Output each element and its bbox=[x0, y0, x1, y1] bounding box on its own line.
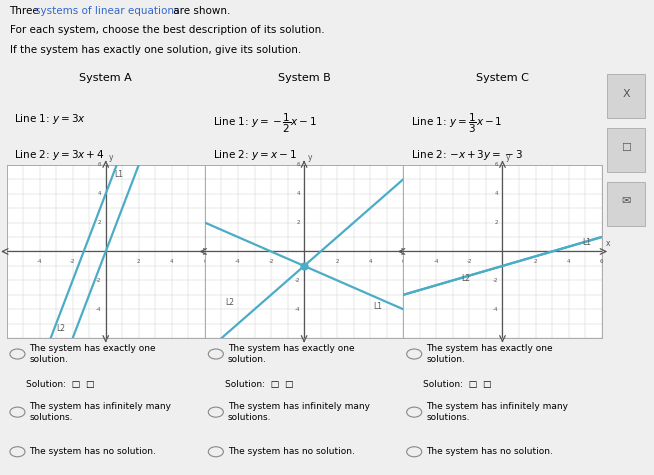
Text: 4: 4 bbox=[170, 259, 173, 264]
FancyBboxPatch shape bbox=[607, 74, 645, 118]
Text: Solution:  □  □: Solution: □ □ bbox=[225, 380, 293, 389]
Text: The system has exactly one
solution.: The system has exactly one solution. bbox=[228, 344, 354, 364]
Text: 6: 6 bbox=[600, 259, 604, 264]
Text: -4: -4 bbox=[493, 307, 498, 312]
Text: -4: -4 bbox=[96, 307, 101, 312]
Text: X: X bbox=[623, 89, 630, 99]
Text: 2: 2 bbox=[495, 220, 498, 225]
Text: -4: -4 bbox=[434, 259, 439, 264]
Text: Solution:  □  □: Solution: □ □ bbox=[423, 380, 492, 389]
Text: -4: -4 bbox=[294, 307, 300, 312]
Text: 2: 2 bbox=[336, 259, 339, 264]
Text: -2: -2 bbox=[70, 259, 75, 264]
Text: y: y bbox=[109, 153, 114, 162]
FancyBboxPatch shape bbox=[607, 128, 645, 171]
Text: L2: L2 bbox=[225, 297, 233, 306]
Text: Line 1: $y=\dfrac{1}{3}x-1$: Line 1: $y=\dfrac{1}{3}x-1$ bbox=[411, 112, 503, 135]
Text: 4: 4 bbox=[368, 259, 372, 264]
Text: L1: L1 bbox=[373, 302, 383, 311]
Text: x: x bbox=[606, 239, 610, 248]
Text: y: y bbox=[506, 153, 510, 162]
Text: 6: 6 bbox=[402, 259, 405, 264]
Text: The system has no solution.: The system has no solution. bbox=[426, 447, 553, 456]
Text: -2: -2 bbox=[493, 278, 498, 283]
Text: 4: 4 bbox=[495, 191, 498, 196]
Text: The system has no solution.: The system has no solution. bbox=[29, 447, 156, 456]
Text: -4: -4 bbox=[235, 259, 241, 264]
Text: are shown.: are shown. bbox=[170, 6, 231, 16]
Text: -2: -2 bbox=[268, 259, 274, 264]
Text: Line 1: $y=3x$: Line 1: $y=3x$ bbox=[14, 112, 86, 126]
Text: For each system, choose the best description of its solution.: For each system, choose the best descrip… bbox=[10, 25, 324, 36]
Text: -2: -2 bbox=[467, 259, 472, 264]
Text: L2: L2 bbox=[461, 275, 470, 284]
Text: System A: System A bbox=[79, 73, 132, 83]
Text: Line 2: $y=x-1$: Line 2: $y=x-1$ bbox=[213, 148, 296, 162]
FancyBboxPatch shape bbox=[607, 181, 645, 226]
Text: ☐: ☐ bbox=[621, 142, 631, 153]
Text: The system has infinitely many
solutions.: The system has infinitely many solutions… bbox=[228, 402, 370, 422]
Text: -2: -2 bbox=[96, 278, 101, 283]
Text: The system has infinitely many
solutions.: The system has infinitely many solutions… bbox=[29, 402, 171, 422]
Text: 2: 2 bbox=[534, 259, 538, 264]
Text: -2: -2 bbox=[294, 278, 300, 283]
Text: 2: 2 bbox=[296, 220, 300, 225]
Text: 6: 6 bbox=[495, 162, 498, 167]
Text: L1: L1 bbox=[582, 238, 591, 247]
Text: 6: 6 bbox=[296, 162, 300, 167]
Text: Line 2: $-x+3y=-3$: Line 2: $-x+3y=-3$ bbox=[411, 148, 523, 162]
Text: 6: 6 bbox=[98, 162, 101, 167]
Text: 2: 2 bbox=[98, 220, 101, 225]
Text: The system has infinitely many
solutions.: The system has infinitely many solutions… bbox=[426, 402, 568, 422]
Text: The system has no solution.: The system has no solution. bbox=[228, 447, 354, 456]
Text: ✉: ✉ bbox=[621, 197, 631, 207]
Text: -4: -4 bbox=[37, 259, 43, 264]
Text: The system has exactly one
solution.: The system has exactly one solution. bbox=[29, 344, 156, 364]
Text: System B: System B bbox=[278, 73, 330, 83]
Text: Line 1: $y=-\dfrac{1}{2}x-1$: Line 1: $y=-\dfrac{1}{2}x-1$ bbox=[213, 112, 317, 135]
Text: x: x bbox=[209, 239, 214, 248]
Text: L2: L2 bbox=[56, 323, 65, 332]
Text: 4: 4 bbox=[98, 191, 101, 196]
Text: The system has exactly one
solution.: The system has exactly one solution. bbox=[426, 344, 553, 364]
Text: 4: 4 bbox=[567, 259, 570, 264]
Text: Solution:  □  □: Solution: □ □ bbox=[26, 380, 95, 389]
Text: 2: 2 bbox=[137, 259, 141, 264]
Text: x: x bbox=[407, 239, 412, 248]
Text: 4: 4 bbox=[296, 191, 300, 196]
Text: Three: Three bbox=[10, 6, 43, 16]
Text: 6: 6 bbox=[203, 259, 207, 264]
Text: systems of linear equations: systems of linear equations bbox=[35, 6, 180, 16]
Text: L1: L1 bbox=[114, 171, 123, 180]
Text: Line 2: $y=3x+4$: Line 2: $y=3x+4$ bbox=[14, 148, 105, 162]
Text: y: y bbox=[307, 153, 312, 162]
Text: If the system has exactly one solution, give its solution.: If the system has exactly one solution, … bbox=[10, 45, 301, 55]
Text: System C: System C bbox=[476, 73, 529, 83]
